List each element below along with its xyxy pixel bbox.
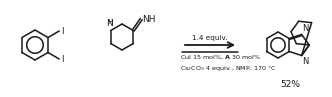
Text: I: I (61, 26, 63, 36)
Text: H: H (107, 19, 112, 26)
Text: N: N (303, 57, 309, 65)
Text: NH: NH (142, 15, 156, 24)
Text: 1.4 equiv.: 1.4 equiv. (192, 35, 228, 41)
Text: I: I (61, 55, 63, 64)
Text: N: N (303, 24, 309, 33)
Text: 52%: 52% (280, 80, 300, 89)
Text: Cs$_2$CO$_3$ 4 equiv., NMP, 170 °C: Cs$_2$CO$_3$ 4 equiv., NMP, 170 °C (180, 64, 277, 73)
Text: N: N (106, 19, 113, 29)
Text: CuI 15 mol%, $\mathbf{A}$ 30 mol%: CuI 15 mol%, $\mathbf{A}$ 30 mol% (180, 54, 261, 61)
